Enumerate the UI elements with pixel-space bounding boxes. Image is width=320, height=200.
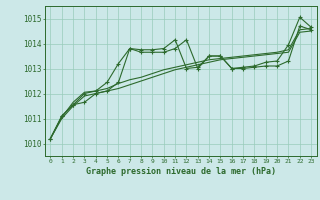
X-axis label: Graphe pression niveau de la mer (hPa): Graphe pression niveau de la mer (hPa) <box>86 167 276 176</box>
